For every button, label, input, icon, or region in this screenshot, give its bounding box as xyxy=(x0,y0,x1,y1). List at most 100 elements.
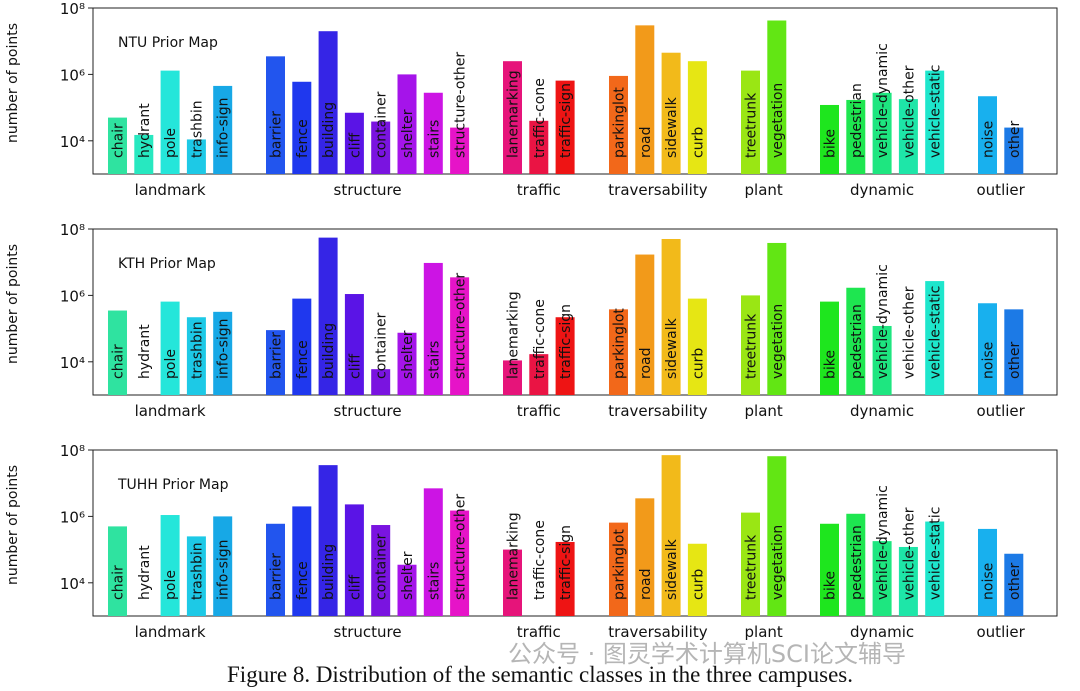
y-tick-label: 10⁶ xyxy=(60,287,85,305)
y-tick-label: 10⁶ xyxy=(60,66,85,84)
bar xyxy=(397,332,417,395)
bar xyxy=(609,75,628,174)
bar xyxy=(292,298,312,395)
class-label: vehicle-dynamic xyxy=(875,485,891,600)
group-label: structure xyxy=(334,402,402,420)
class-label: bike xyxy=(823,350,839,379)
bar xyxy=(767,242,787,395)
class-label: structure-other xyxy=(453,52,469,158)
class-label: fence xyxy=(295,119,311,158)
bar xyxy=(450,510,470,616)
figure-caption: Figure 8. Distribution of the semantic c… xyxy=(227,662,853,687)
y-axis-label: number of points xyxy=(5,23,21,143)
class-label: barrier xyxy=(269,111,285,158)
bar xyxy=(266,330,285,395)
class-label: traffic-sign xyxy=(558,304,574,379)
class-label: structure-other xyxy=(453,273,469,379)
group-label: outlier xyxy=(977,402,1026,420)
class-label: traffic-cone xyxy=(532,299,548,379)
class-label: cliff xyxy=(347,133,363,158)
class-label: container xyxy=(374,533,390,600)
class-label: curb xyxy=(690,348,706,379)
class-label: pole xyxy=(163,570,179,600)
bar xyxy=(978,528,997,616)
class-label: shelter xyxy=(400,109,416,158)
class-label: parkinglot xyxy=(612,87,628,158)
bar xyxy=(423,488,443,616)
group-label: traversability xyxy=(608,402,707,420)
group-label: traversability xyxy=(608,623,707,641)
class-label: traffic-sign xyxy=(558,83,574,158)
group-label: traffic xyxy=(517,623,561,641)
class-label: traffic-sign xyxy=(558,525,574,600)
bar xyxy=(741,70,760,174)
bar xyxy=(160,70,180,174)
bar xyxy=(635,254,655,395)
y-tick-label: 10⁴ xyxy=(60,575,85,593)
bar xyxy=(292,506,312,616)
class-label: cliff xyxy=(347,575,363,600)
class-label: pedestrian xyxy=(849,83,865,158)
class-label: curb xyxy=(690,127,706,158)
class-label: treetrunk xyxy=(744,313,760,379)
bar xyxy=(503,549,522,616)
bar xyxy=(371,121,391,174)
class-label: road xyxy=(638,127,654,158)
chart-title: KTH Prior Map xyxy=(118,256,216,272)
bar xyxy=(318,465,338,616)
class-label: pole xyxy=(163,128,179,158)
bar xyxy=(134,134,154,174)
class-label: container xyxy=(374,91,390,158)
class-label: shelter xyxy=(400,551,416,600)
bar xyxy=(371,369,391,395)
bar xyxy=(397,74,417,174)
class-label: other xyxy=(1007,341,1023,379)
bar xyxy=(661,455,681,616)
y-axis-label: number of points xyxy=(5,244,21,364)
class-label: treetrunk xyxy=(744,534,760,600)
bar xyxy=(898,99,918,174)
class-label: vehicle-dynamic xyxy=(875,43,891,158)
class-label: trashbin xyxy=(189,321,205,379)
panel-1: 10⁴ 10⁶ 10⁸ number of points NTU Prior Map ch… xyxy=(5,0,1058,199)
bar xyxy=(160,515,180,616)
bar xyxy=(108,117,127,174)
bar xyxy=(292,81,312,174)
bar xyxy=(635,498,655,616)
class-label: treetrunk xyxy=(744,92,760,158)
bar xyxy=(318,31,338,174)
class-label: sidewalk xyxy=(664,96,680,158)
bar xyxy=(687,543,707,616)
bar xyxy=(160,301,180,395)
bar xyxy=(423,262,443,395)
y-tick-label: 10⁴ xyxy=(60,354,85,372)
y-axis-label: number of points xyxy=(5,465,21,585)
group-label: landmark xyxy=(135,402,206,420)
bar xyxy=(266,523,285,616)
class-label: vegetation xyxy=(770,304,786,379)
class-label: chair xyxy=(111,344,127,379)
bar xyxy=(108,526,127,616)
bar xyxy=(108,310,127,395)
bar xyxy=(397,564,417,616)
class-label: pedestrian xyxy=(849,304,865,379)
panel-3: 10⁴ 10⁶ 10⁸ number of points TUHH Prior Map c… xyxy=(5,442,1058,641)
bar xyxy=(741,512,760,616)
plot-frame xyxy=(92,228,1058,396)
class-label: parkinglot xyxy=(612,529,628,600)
y-tick-label: 10⁸ xyxy=(60,221,85,239)
group-label: landmark xyxy=(135,181,206,199)
bar xyxy=(1004,127,1024,174)
bar xyxy=(555,80,575,174)
bar xyxy=(767,20,787,175)
bar xyxy=(767,456,787,616)
class-label: vegetation xyxy=(770,525,786,600)
bar xyxy=(925,70,945,174)
bar xyxy=(213,516,233,616)
class-label: building xyxy=(321,102,337,158)
class-label: cliff xyxy=(347,354,363,379)
bar xyxy=(925,281,945,395)
bar xyxy=(450,277,470,395)
class-label: road xyxy=(638,348,654,379)
class-label: bike xyxy=(823,129,839,158)
